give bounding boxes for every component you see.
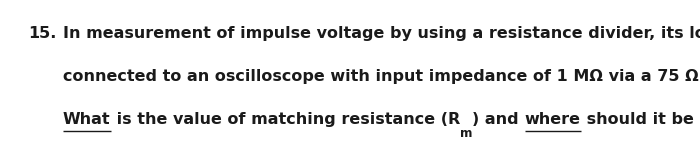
Text: In measurement of impulse voltage by using a resistance divider, its low voltage: In measurement of impulse voltage by usi… [63,26,700,41]
Text: 15.: 15. [28,26,57,41]
Text: where: where [524,112,580,127]
Text: is the value of matching resistance (R: is the value of matching resistance (R [111,112,460,127]
Text: should it be connected?: should it be connected? [580,112,700,127]
Text: What: What [63,112,111,127]
Text: ) and: ) and [473,112,524,127]
Text: connected to an oscilloscope with input impedance of 1 MΩ via a 75 Ω cable.: connected to an oscilloscope with input … [63,69,700,84]
Text: m: m [460,127,473,140]
